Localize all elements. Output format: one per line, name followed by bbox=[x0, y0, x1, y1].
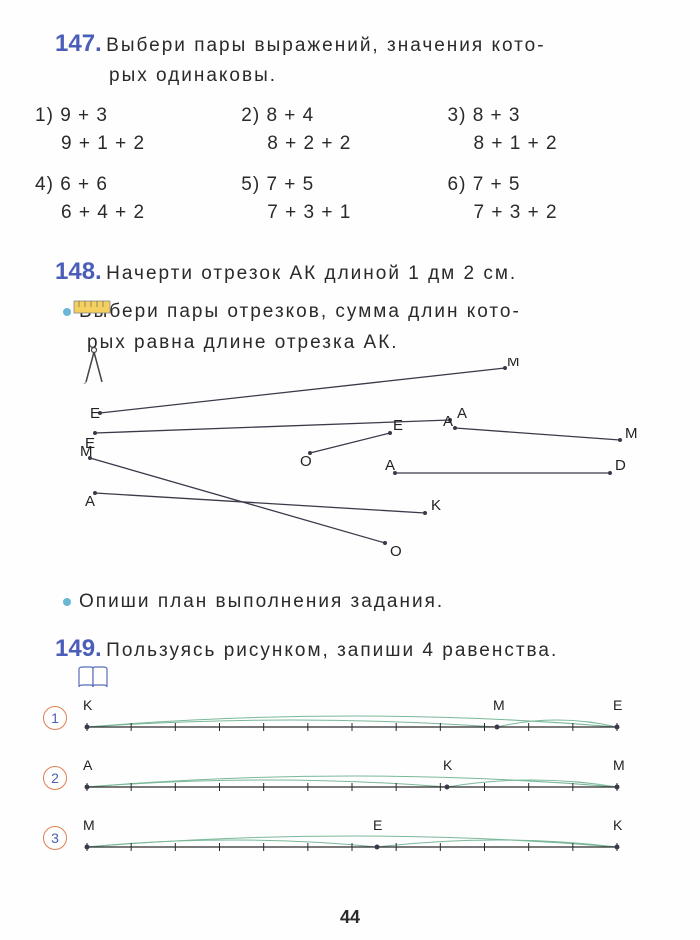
expr-item: 1) 9 + 3 9 + 1 + 2 bbox=[35, 102, 241, 159]
svg-text:E: E bbox=[613, 697, 622, 713]
svg-text:A: A bbox=[443, 413, 453, 430]
svg-text:K: K bbox=[613, 817, 623, 833]
expr-item: 4) 6 + 6 6 + 4 + 2 bbox=[35, 171, 241, 228]
svg-text:A: A bbox=[85, 493, 95, 510]
svg-text:D: D bbox=[615, 457, 626, 474]
problem-text-line1: Выбери пары выражений, значения кото- bbox=[106, 35, 545, 56]
book-icon bbox=[77, 665, 109, 689]
ruler-icon bbox=[73, 298, 111, 316]
problem-text: Пользуясь рисунком, запиши 4 равенства. bbox=[106, 640, 558, 661]
problem-148: 148. Начерти отрезок АК длиной 1 дм 2 см… bbox=[55, 258, 660, 618]
svg-text:M: M bbox=[625, 425, 638, 442]
number-lines: 1KME2AKM3MEK bbox=[43, 697, 660, 859]
number-line: AKM bbox=[77, 757, 637, 799]
expr-item: 6) 7 + 5 7 + 3 + 2 bbox=[448, 171, 654, 228]
number-line: MEK bbox=[77, 817, 637, 859]
problem-heading: 149. Пользуясь рисунком, запиши 4 равенс… bbox=[55, 635, 660, 666]
problem-number: 147. bbox=[55, 30, 102, 57]
problem-149: 149. Пользуясь рисунком, запиши 4 равенс… bbox=[55, 635, 660, 858]
line-number: 1 bbox=[43, 706, 67, 730]
svg-text:M: M bbox=[80, 443, 93, 460]
number-line-row: 2A K M bbox=[43, 757, 660, 799]
bullet-icon bbox=[63, 598, 71, 606]
sub-instruction: Выбери пары отрезков, сумма длин кото- bbox=[63, 297, 660, 327]
line-number: 2 bbox=[43, 766, 67, 790]
svg-text:E: E bbox=[90, 405, 100, 422]
page-number: 44 bbox=[340, 907, 360, 928]
svg-text:M: M bbox=[83, 817, 95, 833]
svg-text:E: E bbox=[393, 417, 403, 434]
problem-number: 148. bbox=[55, 258, 102, 285]
problem-text-line2: рых одинаковы. bbox=[109, 61, 660, 91]
svg-text:M: M bbox=[507, 358, 520, 370]
line-number: 3 bbox=[43, 826, 67, 850]
svg-text:A: A bbox=[457, 405, 467, 422]
svg-text:K: K bbox=[431, 497, 441, 514]
number-line-row: 3M E K bbox=[43, 817, 660, 859]
svg-text:M: M bbox=[493, 697, 505, 713]
svg-text:K: K bbox=[83, 697, 93, 713]
svg-text:O: O bbox=[300, 453, 312, 470]
svg-text:A: A bbox=[385, 457, 395, 474]
number-line: KME bbox=[77, 697, 637, 739]
expression-grid: 1) 9 + 3 9 + 1 + 2 2) 8 + 4 8 + 2 + 2 3)… bbox=[35, 102, 660, 240]
svg-text:O: O bbox=[390, 543, 402, 560]
footer-instruction: Опиши план выполнения задания. bbox=[63, 587, 660, 617]
expr-item: 5) 7 + 5 7 + 3 + 1 bbox=[241, 171, 447, 228]
problem-text: Начерти отрезок АК длиной 1 дм 2 см. bbox=[106, 263, 517, 284]
problem-heading: 148. Начерти отрезок АК длиной 1 дм 2 см… bbox=[55, 258, 660, 289]
sub-instruction-line2: рых равна длине отрезка АК. bbox=[87, 328, 660, 358]
bullet-icon bbox=[63, 308, 71, 316]
svg-text:A: A bbox=[83, 757, 93, 773]
svg-text:K: K bbox=[443, 757, 453, 773]
problem-heading: 147. Выбери пары выражений, значения кот… bbox=[55, 30, 660, 61]
svg-text:E: E bbox=[373, 817, 382, 833]
segments-diagram: EMEAOEAMMOAKAD bbox=[45, 358, 645, 578]
compass-icon bbox=[80, 346, 108, 384]
problem-147: 147. Выбери пары выражений, значения кот… bbox=[55, 30, 660, 240]
problem-number: 149. bbox=[55, 635, 102, 662]
svg-text:M: M bbox=[613, 757, 625, 773]
expr-item: 3) 8 + 3 8 + 1 + 2 bbox=[448, 102, 654, 159]
expr-item: 2) 8 + 4 8 + 2 + 2 bbox=[241, 102, 447, 159]
number-line-row: 1K M E bbox=[43, 697, 660, 739]
